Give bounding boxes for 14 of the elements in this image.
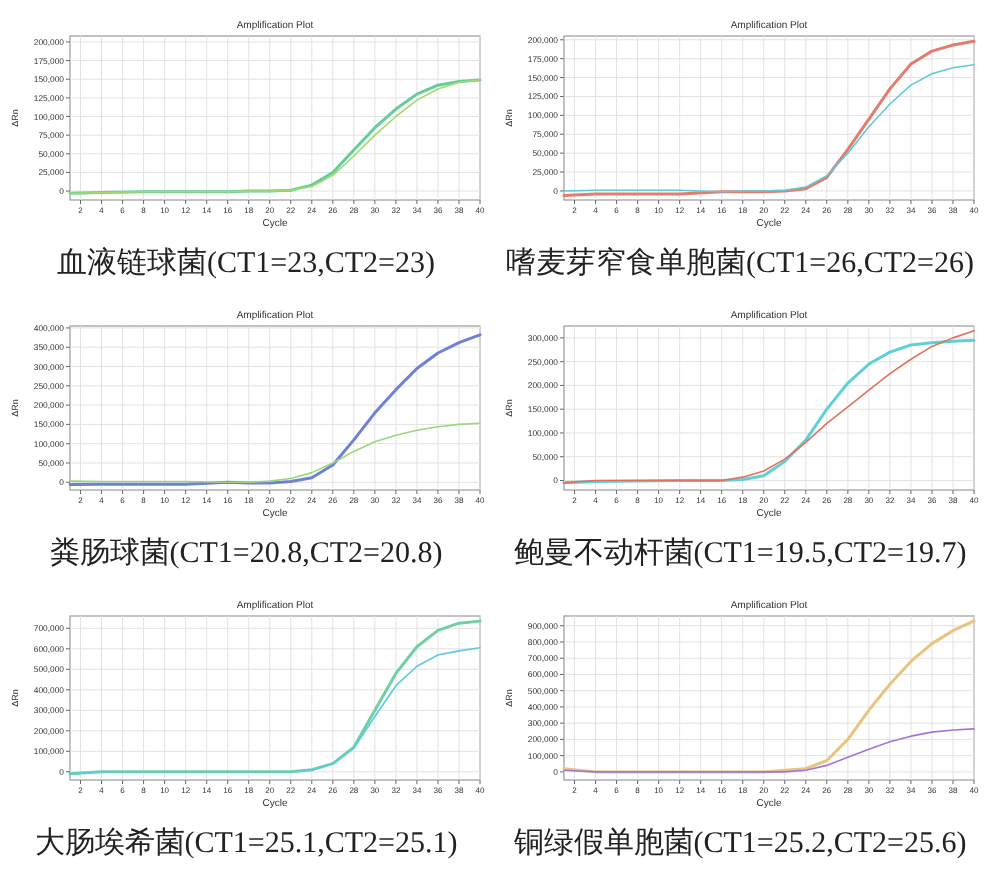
text: 嗜麦芽窄食单胞菌(CT1=26,CT2=26) (506, 246, 974, 280)
line-series (68, 333, 482, 487)
text: 大肠埃希菌(CT1=25.1,CT2=25.1) (34, 826, 458, 860)
text: 血液链球菌(CT1=23,CT2=23) (57, 246, 435, 280)
line-series (69, 646, 481, 775)
text: 铜绿假单胞菌(CT1=25.2,CT2=25.6) (511, 826, 967, 860)
line-series (562, 619, 976, 774)
line-series (563, 728, 975, 773)
line-series (69, 422, 481, 484)
text: 鲍曼不动杆菌(CT1=19.5,CT2=19.7) (513, 536, 967, 570)
text: 粪肠球菌(CT1=20.8,CT2=20.8) (49, 536, 443, 570)
line-series (562, 39, 976, 197)
line-series (563, 63, 975, 193)
line-series (68, 619, 482, 776)
